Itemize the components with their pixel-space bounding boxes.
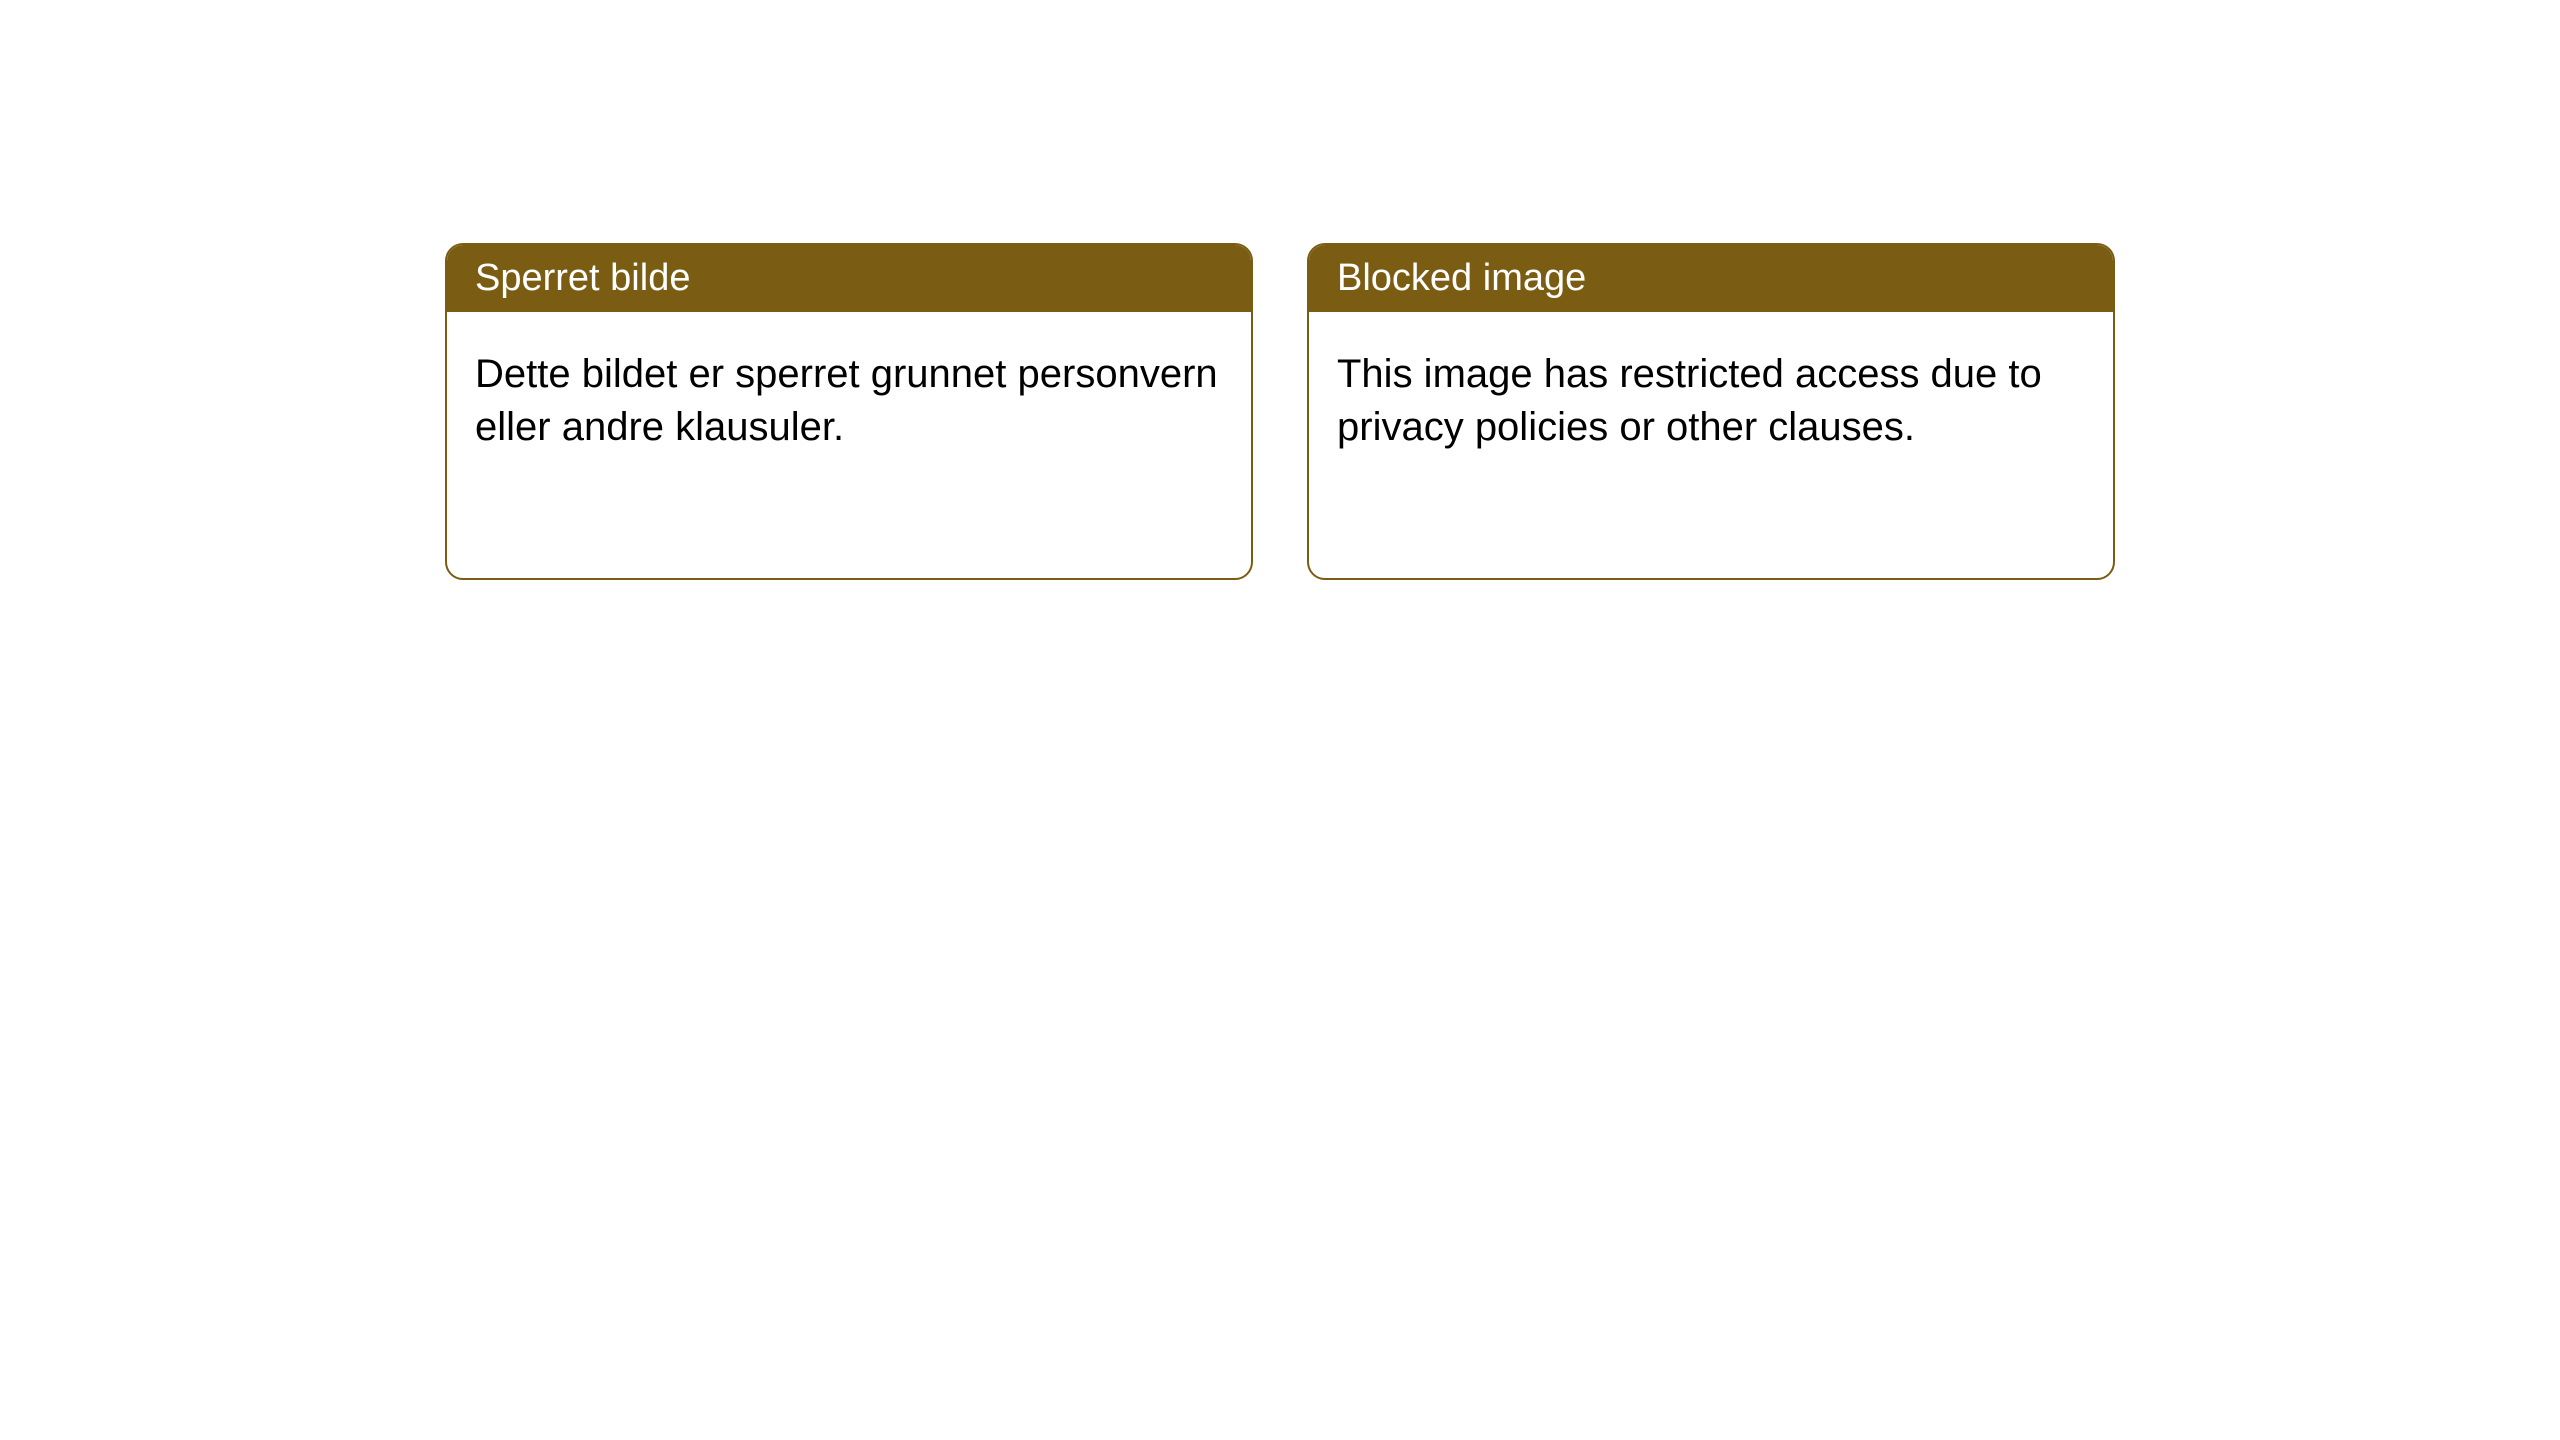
card-body-text: Dette bildet er sperret grunnet personve… bbox=[475, 352, 1218, 449]
card-header: Blocked image bbox=[1309, 245, 2113, 312]
card-title: Blocked image bbox=[1337, 257, 1586, 299]
card-header: Sperret bilde bbox=[447, 245, 1251, 312]
cards-container: Sperret bilde Dette bildet er sperret gr… bbox=[445, 243, 2560, 580]
card-body: Dette bildet er sperret grunnet personve… bbox=[447, 312, 1251, 490]
card-body-text: This image has restricted access due to … bbox=[1337, 352, 2042, 449]
card-title: Sperret bilde bbox=[475, 257, 690, 299]
notice-card-english: Blocked image This image has restricted … bbox=[1307, 243, 2115, 580]
notice-card-norwegian: Sperret bilde Dette bildet er sperret gr… bbox=[445, 243, 1253, 580]
card-body: This image has restricted access due to … bbox=[1309, 312, 2113, 490]
